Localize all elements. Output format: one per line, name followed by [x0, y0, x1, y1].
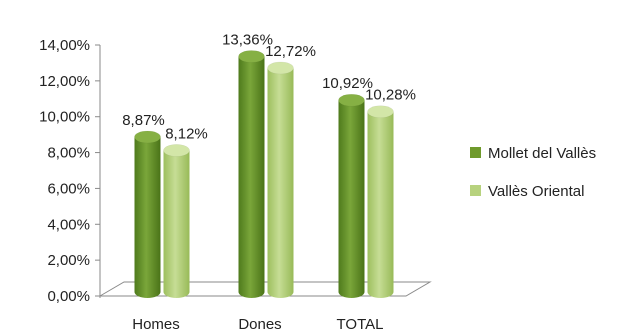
bar-top-cap — [338, 93, 365, 107]
chart-labels: 8,87%8,12% Homes 13,36%12,72% Dones 10,92%10… — [122, 31, 416, 333]
legend-swatch — [470, 185, 481, 196]
bar-vall-s-oriental-total — [367, 111, 394, 299]
y-tick-label: 0,00% — [47, 288, 90, 305]
data-label: 10,28% — [365, 87, 416, 104]
bar-top-cap — [163, 144, 190, 157]
data-label: 12,72% — [265, 43, 316, 60]
x-category-label: Dones — [238, 316, 281, 333]
x-category-label: TOTAL — [337, 316, 384, 333]
bar-mollet-del-vall-s-homes — [134, 136, 161, 298]
data-label: 13,36% — [222, 31, 273, 48]
chart-bars — [134, 50, 394, 299]
y-tick-label: 8,00% — [47, 145, 90, 162]
bar-top-cap — [134, 130, 161, 144]
y-tick-label: 2,00% — [47, 252, 90, 269]
bar-mollet-del-vall-s-total — [338, 100, 365, 298]
chart-axes: 0,00% 2,00% 4,00% 6,00% 8,00% 10,00% 12,00% 14,… — [39, 37, 101, 305]
bar-top-cap — [238, 50, 265, 63]
bar-top-cap — [267, 61, 294, 75]
y-tick-label: 14,00% — [39, 37, 90, 54]
legend-label: Vallès Oriental — [488, 183, 584, 200]
bar-vall-s-oriental-dones — [267, 67, 294, 298]
legend-label: Mollet del Vallès — [488, 145, 596, 162]
legend-swatch — [470, 147, 481, 158]
chart-legend: Mollet del Vallès Vallès Oriental — [470, 145, 596, 200]
bar-vall-s-oriental-homes — [163, 150, 190, 298]
data-label: 10,92% — [322, 75, 373, 92]
bar-top-cap — [367, 105, 394, 118]
data-label: 8,12% — [165, 125, 208, 142]
bar-mollet-del-vall-s-dones — [238, 56, 265, 298]
y-tick-label: 6,00% — [47, 180, 90, 197]
y-tick-label: 12,00% — [39, 73, 90, 90]
x-category-label: Homes — [132, 316, 180, 333]
y-tick-label: 10,00% — [39, 109, 90, 126]
y-tick-label: 4,00% — [47, 216, 90, 233]
data-label: 8,87% — [122, 112, 165, 129]
